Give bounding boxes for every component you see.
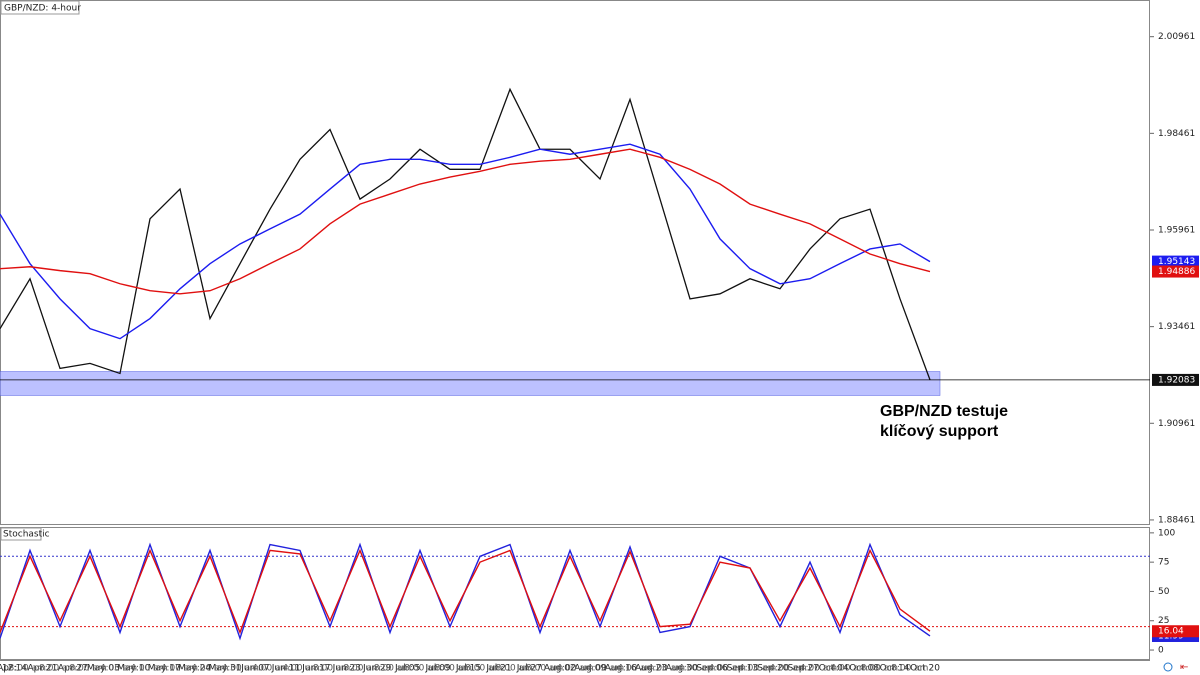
y-tick-label: 25 <box>1158 616 1169 626</box>
x-tick-label: 4:00 am <box>769 664 806 674</box>
indicator-title: Stochastic <box>3 530 50 540</box>
x-tick-label: May 31 <box>209 664 242 674</box>
last-value-box <box>1152 373 1199 386</box>
y-tick-label: 1.95961 <box>1158 225 1195 235</box>
x-tick-label: Aug 09 <box>574 664 606 674</box>
x-tick-label: Jul 09 <box>424 664 450 674</box>
series-line <box>0 143 931 340</box>
x-tick-label: Jun 23 <box>332 664 361 674</box>
x-tick-label: Jul 21 <box>485 664 511 674</box>
x-tick-label: 8:00 am <box>313 664 350 674</box>
x-tick-label: Jun 11 <box>271 664 300 674</box>
icon[interactable]: ⇤ <box>1180 662 1188 673</box>
y-tick-label: 50 <box>1158 587 1170 597</box>
y-tick-label: 1.88461 <box>1158 515 1195 525</box>
x-tick-label: 4:00 am <box>130 664 167 674</box>
x-tick-label: Sep 13 <box>727 664 758 674</box>
series-line <box>0 548 931 635</box>
x-tick-label: 8:00 am <box>39 664 76 674</box>
x-tick-label: Jul 27 <box>516 664 542 674</box>
x-tick-label: 8:00 am <box>526 664 563 674</box>
y-tick-label: 1.98461 <box>1158 129 1195 139</box>
x-tick-label: Aug 16 <box>605 664 637 674</box>
x-tick-label: Oct 14 <box>880 664 910 674</box>
toolbar-icons[interactable]: ⇤ <box>1163 662 1188 673</box>
chart-title: GBP/NZD: 4-hour <box>4 4 81 14</box>
x-tick-label: 4:00 am <box>617 664 654 674</box>
x-tick-label: 8:00 am <box>495 664 532 674</box>
x-tick-label: 4:00 am <box>709 664 746 674</box>
x-tick-label: Apr 14 <box>0 664 27 674</box>
x-tick-label: Jun 07 <box>240 664 269 674</box>
last-value-box <box>1152 265 1199 278</box>
x-tick-label: 4:00 am <box>800 664 837 674</box>
x-tick-label: 8:00 am <box>465 664 502 674</box>
x-tick-label: 4:00 am <box>252 664 289 674</box>
y-tick-label: 2.00961 <box>1158 32 1195 42</box>
support-zone <box>0 371 941 396</box>
last-value-label: 1.94886 <box>1158 267 1195 277</box>
x-tick-label: 4:00 am <box>222 664 259 674</box>
indicator-title-box <box>0 527 42 541</box>
x-tick-label: 4:00 am <box>282 664 319 674</box>
last-value-label: 1.95143 <box>1158 257 1195 267</box>
x-tick-label: Aug 02 <box>544 664 576 674</box>
annotation: klíčový support <box>880 423 999 440</box>
x-tick-label: 4:00 am <box>678 664 715 674</box>
x-tick-label: Apr 27 <box>58 664 88 674</box>
x-tick-label: Aug 23 <box>635 664 667 674</box>
icon[interactable] <box>1163 662 1173 672</box>
x-tick-label: Sep 06 <box>696 664 728 674</box>
x-tick-label: 4:00 am <box>161 664 198 674</box>
x-tick-label: 4:00 am <box>830 664 867 674</box>
x-tick-label: 8:00 am <box>9 664 46 674</box>
x-tick-label: 4:00 am <box>648 664 685 674</box>
x-tick-label: 8:00 am <box>69 664 106 674</box>
series-line <box>0 148 931 295</box>
x-tick-label: 8:00 am <box>435 664 472 674</box>
x-tick-label: May 10 <box>117 664 150 674</box>
x-tick-label: Oct 20 <box>910 664 940 674</box>
last-value-label: 1.92083 <box>1158 375 1195 385</box>
y-tick-label: 1.93461 <box>1158 322 1195 332</box>
x-tick-label: May 03 <box>87 664 120 674</box>
x-tick-label: Jul 15 <box>455 664 481 674</box>
time-start-label: 12: <box>2 664 16 674</box>
x-tick-label: 8:00 am <box>404 664 441 674</box>
last-value-box <box>1152 255 1199 268</box>
y-tick-label: 0 <box>1158 646 1164 656</box>
x-tick-label: 4:00 am <box>556 664 593 674</box>
x-tick-label: May 17 <box>148 664 181 674</box>
stochastic-pane <box>0 527 1150 660</box>
x-tick-label: Sep 20 <box>757 664 789 674</box>
x-tick-label: 4:00 am <box>191 664 228 674</box>
x-tick-label: Jun 29 <box>362 664 392 674</box>
x-tick-label: Apr 21 <box>27 664 57 674</box>
series-line <box>0 87 931 381</box>
x-tick-label: Sep 27 <box>788 664 819 674</box>
x-tick-label: Aug 30 <box>666 664 698 674</box>
title-box <box>0 0 80 15</box>
x-tick-label: 4:00 am <box>100 664 137 674</box>
x-tick-label: 8:00 am <box>343 664 380 674</box>
y-tick-label: 100 <box>1158 528 1175 538</box>
x-tick-label: Oct 08 <box>849 664 879 674</box>
x-tick-label: May 24 <box>178 664 211 674</box>
x-tick-label: 8:00 am <box>861 664 898 674</box>
x-tick-label: 4:00 am <box>587 664 624 674</box>
x-tick-label: Jun 17 <box>301 664 330 674</box>
last-value-box <box>1152 625 1199 638</box>
x-tick-label: Jul 05 <box>394 664 420 674</box>
price-pane <box>0 0 1150 525</box>
x-tick-label: 8:00 am <box>891 664 928 674</box>
x-tick-label: 4:00 am <box>739 664 776 674</box>
annotation: GBP/NZD testuje <box>880 403 1008 420</box>
last-value-label: 16.04 <box>1158 627 1184 637</box>
x-tick-label: 8:00 am <box>374 664 411 674</box>
y-tick-label: 75 <box>1158 558 1169 568</box>
x-tick-label: Oct 04 <box>819 664 849 674</box>
y-tick-label: 1.90961 <box>1158 419 1195 429</box>
